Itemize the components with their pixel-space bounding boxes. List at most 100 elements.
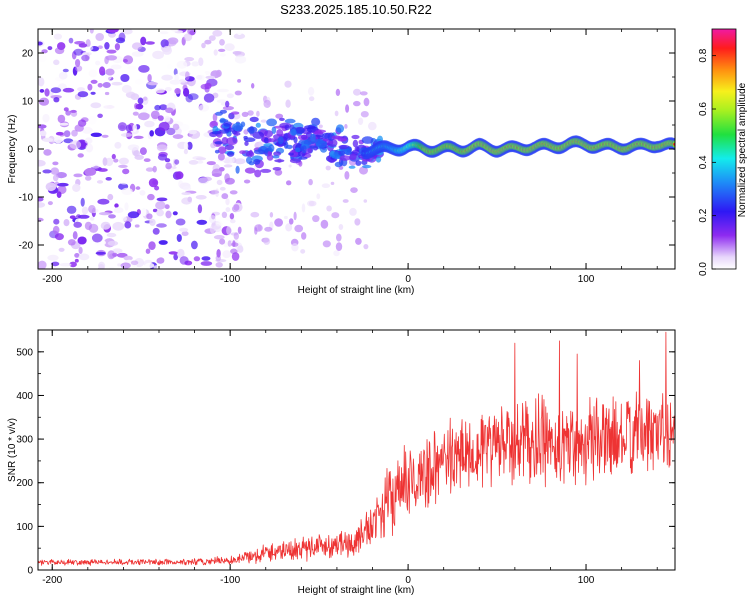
noise-blob: [178, 180, 184, 188]
noise-blob: [335, 242, 343, 252]
noise-blob: [168, 251, 178, 255]
noise-blob: [285, 99, 291, 108]
noise-blob: [97, 83, 103, 88]
noise-blob: [196, 219, 208, 225]
noise-blob: [112, 221, 125, 231]
noise-blob: [77, 214, 90, 219]
noise-blob: [198, 104, 210, 112]
signal-blob: [231, 111, 240, 115]
noise-blob: [90, 91, 96, 95]
noise-blob: [201, 256, 211, 261]
signal-blob: [214, 149, 220, 154]
noise-blob: [223, 164, 233, 168]
noise-blob: [190, 212, 198, 220]
signal-blob: [288, 152, 294, 156]
noise-blob: [135, 186, 141, 190]
signal-blob: [253, 149, 266, 155]
noise-blob: [234, 90, 242, 96]
noise-blob: [165, 87, 172, 92]
noise-blob: [180, 124, 190, 131]
noise-blob: [77, 87, 85, 92]
noise-blob: [87, 83, 93, 91]
noise-blob: [121, 187, 133, 195]
noise-blob: [308, 200, 317, 207]
signal-blob: [254, 169, 262, 178]
noise-blob: [156, 144, 168, 152]
signal-blob: [277, 136, 284, 145]
signal-blob: [248, 161, 255, 166]
noise-blob: [333, 250, 340, 257]
noise-blob: [100, 221, 111, 230]
noise-blob: [102, 157, 108, 166]
noise-blob: [181, 231, 189, 237]
noise-blob: [221, 211, 228, 218]
snr-frame: [37, 329, 676, 571]
noise-blob: [105, 68, 115, 76]
noise-blob: [175, 171, 184, 180]
signal-blob: [355, 160, 362, 166]
noise-blob: [146, 213, 153, 220]
noise-blob: [143, 158, 151, 163]
noise-blob: [63, 219, 70, 227]
noise-blob: [344, 171, 350, 180]
noise-blob: [226, 225, 232, 235]
noise-blob: [117, 122, 127, 132]
noise-blob: [47, 254, 59, 261]
snr-ylabel: SNR (10 * v/v): [7, 418, 18, 482]
noise-blob: [57, 114, 66, 124]
noise-blob: [52, 174, 59, 182]
noise-blob: [58, 247, 65, 252]
noise-blob: [104, 91, 110, 96]
noise-blob: [63, 107, 69, 112]
noise-blob: [150, 110, 160, 120]
noise-blob: [256, 110, 260, 117]
noise-blob: [122, 59, 128, 63]
noise-blob: [148, 241, 156, 251]
noise-blob: [217, 88, 229, 93]
noise-blob: [219, 39, 225, 46]
noise-blob: [173, 68, 178, 76]
noise-blob: [97, 198, 110, 205]
noise-blob: [42, 137, 54, 142]
noise-blob: [62, 68, 69, 73]
noise-blob: [284, 80, 292, 88]
noise-blob: [157, 115, 164, 121]
noise-blob: [231, 242, 239, 248]
noise-blob: [257, 224, 262, 231]
noise-blob: [183, 87, 190, 97]
noise-blob: [130, 260, 139, 266]
noise-blob: [308, 178, 313, 186]
noise-blob: [147, 193, 155, 201]
signal-blob: [245, 150, 255, 158]
noise-blob: [66, 205, 77, 214]
noise-blob: [233, 204, 240, 211]
noise-blob: [74, 124, 84, 132]
noise-blob: [160, 39, 169, 48]
noise-blob: [193, 256, 201, 262]
noise-blob: [41, 49, 48, 54]
noise-blob: [195, 157, 207, 161]
signal-blob: [268, 138, 277, 143]
noise-blob: [153, 264, 164, 269]
noise-blob: [152, 165, 157, 173]
noise-blob: [90, 79, 98, 84]
noise-blob: [114, 203, 119, 208]
signal-blob: [349, 153, 357, 160]
noise-blob: [169, 79, 181, 85]
noise-blob: [97, 45, 103, 49]
noise-blob: [172, 134, 184, 140]
noise-blob: [39, 130, 47, 137]
signal-blob: [361, 136, 374, 144]
noise-blob: [176, 234, 182, 242]
noise-blob: [84, 167, 97, 176]
noise-blob: [39, 89, 45, 93]
signal-blob: [247, 126, 258, 133]
noise-blob: [216, 249, 221, 258]
noise-blob: [73, 173, 83, 178]
noise-blob: [350, 187, 358, 194]
noise-blob: [57, 42, 66, 51]
noise-blob: [185, 71, 190, 81]
signal-blob: [268, 144, 275, 152]
colorbar-ticks: 0.0 0.2 0.4 0.6 0.8: [698, 48, 716, 276]
signal-blob: [214, 141, 224, 145]
